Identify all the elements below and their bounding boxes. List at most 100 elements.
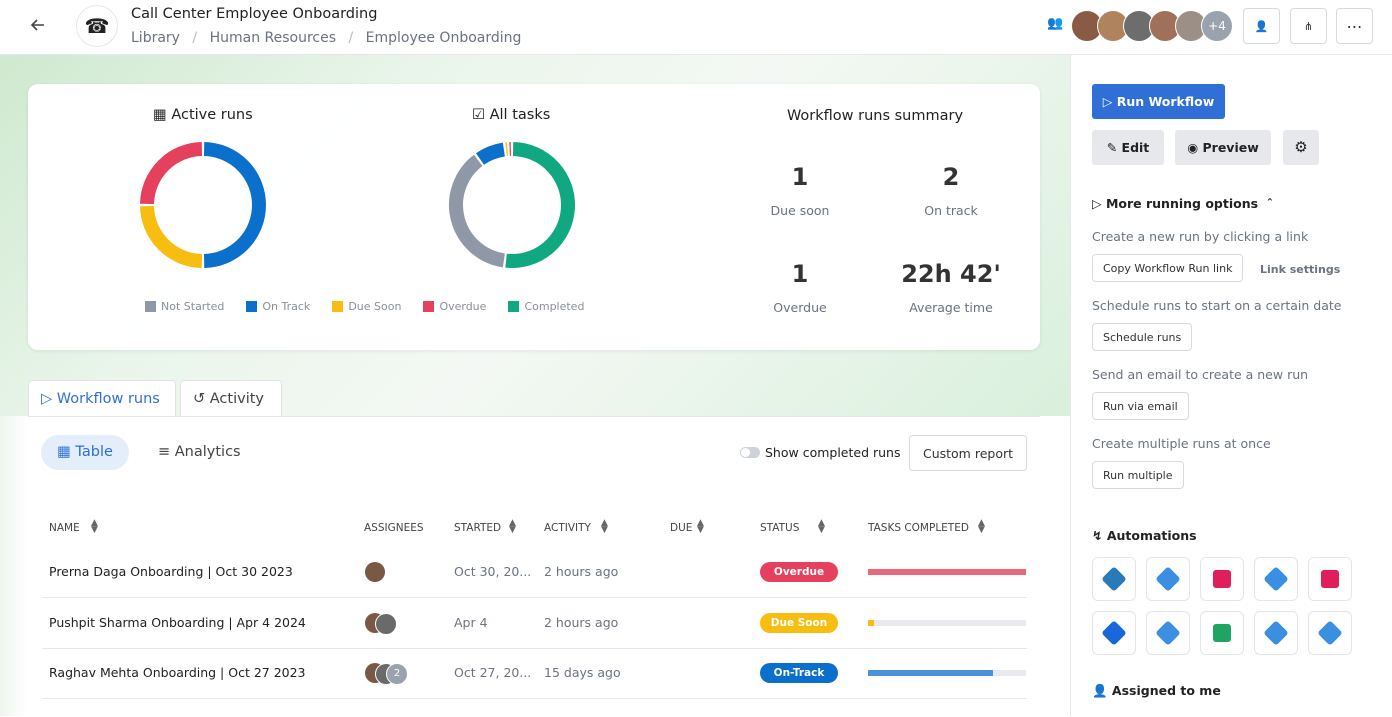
automation-tile[interactable] [1200,557,1244,601]
assignee-avatar [365,562,385,582]
legend-swatch [332,301,343,312]
donut-segment [204,149,259,261]
toggle[interactable] [740,447,760,458]
legend-item: On Track [246,300,310,313]
column-header: DUE [670,522,692,534]
stat-label: Average time [909,300,993,315]
legend-swatch [423,301,434,312]
donut-segment [147,206,202,261]
label: Automations [1107,528,1197,543]
legend-swatch [246,301,257,312]
status-pill: On-Track [760,663,838,683]
legend-label: Not Started [161,300,224,313]
legend-label: Completed [524,300,584,313]
legend-item: Overdue [423,300,486,313]
label: Run multiple [1103,469,1173,482]
option-button[interactable]: Run multiple [1092,461,1184,489]
automation-tile[interactable] [1146,611,1190,655]
tab[interactable]: ↺ Activity [180,380,282,416]
option-description: Create multiple runs at once [1092,436,1271,451]
automation-tile[interactable] [1146,557,1190,601]
legend-swatch [145,301,156,312]
option-button[interactable]: Copy Workflow Run link [1092,254,1243,282]
automation-tile[interactable] [1254,611,1298,655]
run-workflow-button[interactable]: ▷ Run Workflow [1092,84,1225,119]
custom-report-button[interactable]: Custom report [909,435,1027,471]
more-members: +4 [1201,10,1233,42]
stat-value: 22h 42' [901,260,1001,288]
donut-segment [480,150,504,159]
label: Run Workflow [1117,94,1215,109]
more-button[interactable]: ⋯ [1336,8,1373,44]
automation-tile[interactable] [1092,557,1136,601]
more-options[interactable]: ▷ More running options ˆ [1092,196,1273,211]
option-description: Schedule runs to start on a certain date [1092,298,1342,313]
legend-item: Due Soon [332,300,401,313]
label: Edit [1122,140,1150,155]
automation-tile[interactable] [1092,611,1136,655]
sort-icon: ▲▼ [509,520,516,534]
preview-button[interactable]: ◉ Preview [1175,130,1271,165]
members-icon: 👥 [1047,16,1063,31]
progress-track [868,620,1026,626]
legend-label: On Track [262,300,310,313]
stat-label: Overdue [773,300,826,315]
sort-icon: ▲▼ [697,520,704,534]
label: Analytics [175,444,241,460]
started: Apr 4 [454,615,488,630]
assignee-avatar [375,613,397,635]
stat-value: 1 [792,260,809,288]
automations-title: ↯ Automations [1092,528,1197,543]
legend: Not Started On Track Due Soon Overdue Comple… [145,300,584,313]
share-button[interactable]: ⋔ [1290,8,1327,44]
run-name[interactable]: Pushpit Sharma Onboarding | Apr 4 2024 [49,615,306,630]
automation-icon [1155,566,1180,591]
label: Schedule runs [1103,331,1181,344]
assignee-more: 2 [386,663,408,685]
progress-bar [868,569,1026,575]
column-header: STARTED [454,522,501,534]
automation-icon [1321,570,1339,588]
edit-button[interactable]: ✎ Edit [1092,130,1164,165]
column-header: ASSIGNEES [364,522,424,534]
option-description: Create a new run by clicking a link [1092,229,1308,244]
option-button[interactable]: Schedule runs [1092,323,1192,351]
assign-button[interactable]: 👤 [1243,8,1280,44]
legend-label: Overdue [439,300,486,313]
donut-segment [147,149,202,204]
legend-item: Completed [508,300,584,313]
automation-icon [1101,566,1126,591]
toggle-label: Show completed runs [765,445,901,460]
automation-tile[interactable] [1254,557,1298,601]
view-table[interactable]: ▦ Table [41,435,129,470]
settings-button[interactable]: ⚙ [1283,130,1319,165]
activity: 2 hours ago [544,615,618,630]
label: Copy Workflow Run link [1103,262,1232,275]
sort-icon: ▲▼ [978,520,985,534]
row-divider [42,648,1027,649]
automation-icon [1317,620,1342,645]
column-header: TASKS COMPLETED [868,522,969,534]
tab-active[interactable]: ▷ Workflow runs [28,380,176,416]
status-pill: Overdue [760,562,838,582]
avatars[interactable]: +4 [1071,10,1236,41]
activity: 15 days ago [544,665,621,680]
assigned-title: 👤 Assigned to me [1092,683,1221,699]
view-analytics[interactable]: ≡ Analytics [158,444,241,460]
automation-tile[interactable] [1308,611,1352,655]
automation-tile[interactable] [1200,611,1244,655]
automation-icon [1101,620,1126,645]
link-settings[interactable]: Link settings [1260,263,1340,276]
label: More running options [1106,196,1258,211]
started: Oct 30, 20... [454,564,531,579]
automation-icon [1213,570,1231,588]
run-name[interactable]: Raghav Mehta Onboarding | Oct 27 2023 [49,665,306,680]
run-name[interactable]: Prerna Daga Onboarding | Oct 30 2023 [49,564,293,579]
donut-segment [506,149,568,261]
column-header: STATUS [760,522,799,534]
option-button[interactable]: Run via email [1092,392,1189,420]
row-divider [42,597,1027,598]
automation-icon [1155,620,1180,645]
automation-tile[interactable] [1308,557,1352,601]
